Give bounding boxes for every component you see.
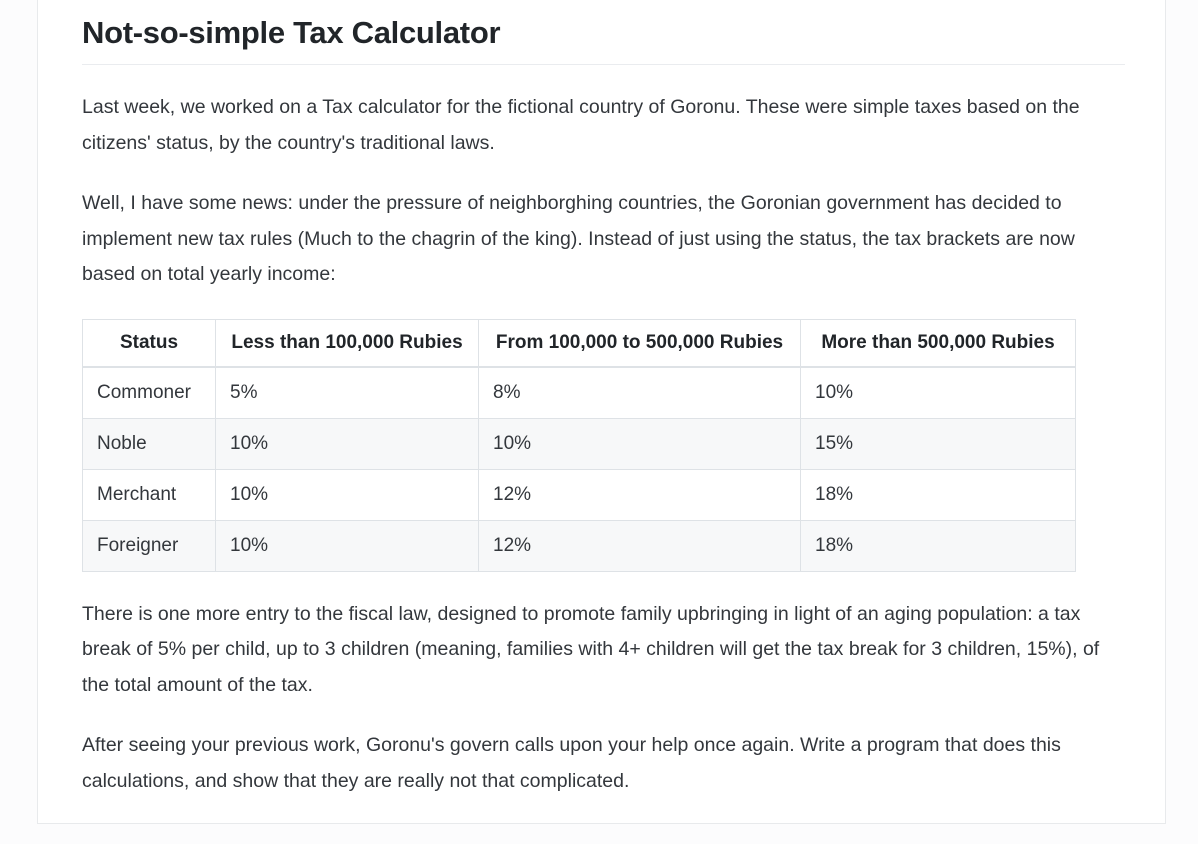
table-row-foreigner: Foreigner 10% 12% 18%	[82, 519, 1076, 572]
column-header-low-bracket: Less than 100,000 Rubies	[215, 318, 479, 368]
cell-low-rate: 10%	[215, 417, 479, 470]
cell-status: Commoner	[82, 366, 216, 419]
cell-high-rate: 18%	[800, 468, 1076, 521]
table-header-row: Status Less than 100,000 Rubies From 100…	[82, 318, 1076, 368]
page-title: Not-so-simple Tax Calculator	[82, 15, 501, 50]
cell-status: Noble	[82, 417, 216, 470]
cell-high-rate: 18%	[800, 519, 1076, 572]
cell-high-rate: 10%	[800, 366, 1076, 419]
cell-mid-rate: 12%	[478, 468, 801, 521]
column-header-mid-bracket: From 100,000 to 500,000 Rubies	[478, 318, 801, 368]
column-header-status: Status	[82, 318, 216, 368]
cell-low-rate: 10%	[215, 468, 479, 521]
closing-paragraph: After seeing your previous work, Goronu'…	[82, 734, 1061, 792]
cell-status: Merchant	[82, 468, 216, 521]
table-row-commoner: Commoner 5% 8% 10%	[82, 366, 1076, 419]
cell-low-rate: 5%	[215, 366, 479, 419]
tax-break-paragraph: There is one more entry to the fiscal la…	[82, 602, 1100, 696]
content-card: Not-so-simple Tax Calculator Last week, …	[37, 0, 1166, 824]
cell-low-rate: 10%	[215, 519, 479, 572]
cell-mid-rate: 12%	[478, 519, 801, 572]
cell-high-rate: 15%	[800, 417, 1076, 470]
tax-brackets-table: Status Less than 100,000 Rubies From 100…	[82, 318, 1076, 572]
intro-paragraph: Last week, we worked on a Tax calculator…	[82, 96, 1080, 154]
title-divider	[82, 64, 1125, 65]
cell-mid-rate: 10%	[478, 417, 801, 470]
cell-status: Foreigner	[82, 519, 216, 572]
new-rules-paragraph: Well, I have some news: under the pressu…	[82, 192, 1075, 285]
column-header-high-bracket: More than 500,000 Rubies	[800, 318, 1076, 368]
cell-mid-rate: 8%	[478, 366, 801, 419]
table-row-noble: Noble 10% 10% 15%	[82, 417, 1076, 470]
table-row-merchant: Merchant 10% 12% 18%	[82, 468, 1076, 521]
